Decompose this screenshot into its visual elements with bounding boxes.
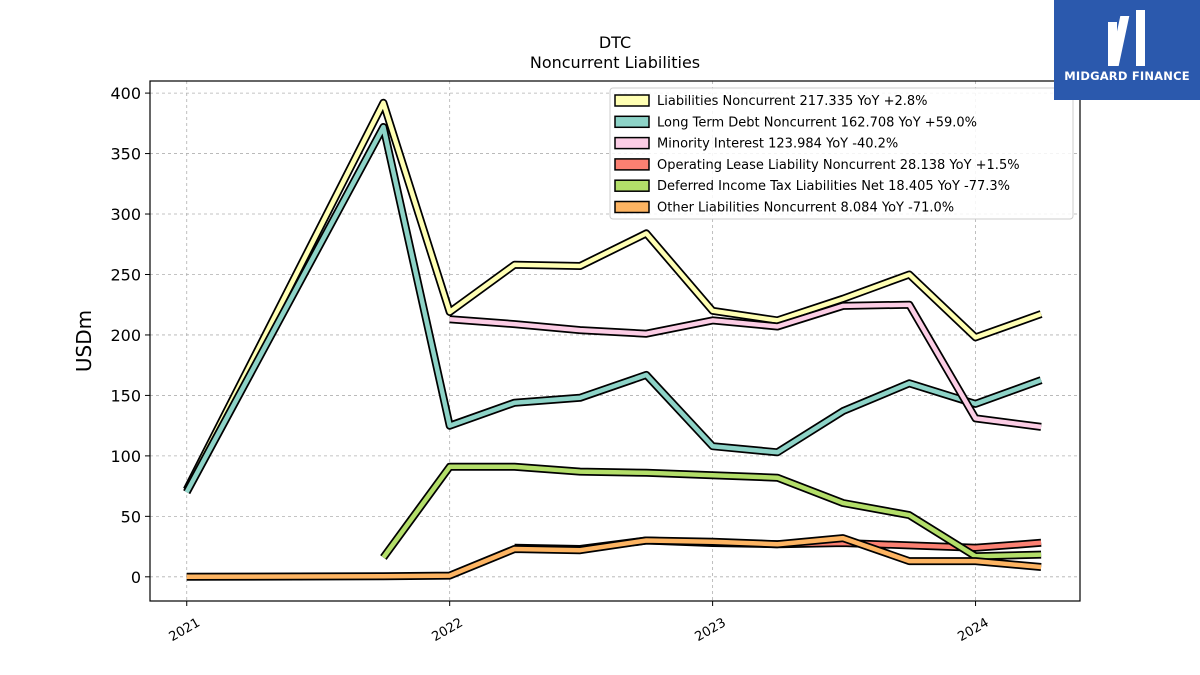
series-lines xyxy=(183,98,1043,581)
chart-title: DTC xyxy=(599,33,631,52)
series-line xyxy=(184,124,1042,494)
brand-logo: MIDGARD FINANCE xyxy=(1054,0,1200,100)
legend-swatch xyxy=(614,179,650,192)
legend-swatch xyxy=(614,94,650,107)
legend-swatch xyxy=(614,115,650,129)
y-tick-label: 400 xyxy=(110,84,141,103)
series-line xyxy=(186,535,1042,580)
series-line xyxy=(449,302,1042,430)
y-tick-label: 50 xyxy=(121,507,141,526)
x-tick-label: 2021 xyxy=(167,615,203,645)
legend-label: Operating Lease Liability Noncurrent 28.… xyxy=(657,158,1020,173)
y-tick-label: 100 xyxy=(110,447,141,466)
x-tick-label: 2024 xyxy=(955,615,991,645)
legend-label: Liabilities Noncurrent 217.335 YoY +2.8% xyxy=(657,94,928,109)
y-tick-label: 350 xyxy=(110,145,141,164)
y-tick-label: 150 xyxy=(110,386,141,405)
y-tick-label: 200 xyxy=(110,326,141,345)
brand-name: MIDGARD FINANCE xyxy=(1064,69,1190,83)
legend-label: Deferred Income Tax Liabilities Net 18.4… xyxy=(657,179,1010,194)
chart-subtitle: Noncurrent Liabilities xyxy=(530,53,700,72)
legend-swatch xyxy=(614,136,650,150)
x-tick-label: 2022 xyxy=(430,615,466,645)
y-axis-ticks: 0 50 100 150 200 250 300 350 400 xyxy=(110,84,150,587)
y-axis-label: USDm xyxy=(72,310,96,372)
y-tick-label: 0 xyxy=(131,568,141,587)
legend-label: Minority Interest 123.984 YoY -40.2% xyxy=(657,137,898,152)
legend: Liabilities Noncurrent 217.335 YoY +2.8%… xyxy=(609,87,1074,220)
legend-box xyxy=(609,87,1074,220)
series-line xyxy=(381,464,1042,559)
legend-label: Long Term Debt Noncurrent 162.708 YoY +5… xyxy=(657,115,977,130)
legend-label: Other Liabilities Noncurrent 8.084 YoY -… xyxy=(657,201,954,216)
legend-swatch xyxy=(614,200,650,214)
y-tick-label: 250 xyxy=(110,265,141,284)
x-tick-label: 2023 xyxy=(692,615,728,645)
x-axis-ticks: 2021 2022 2023 2024 xyxy=(167,601,992,645)
legend-swatch xyxy=(614,158,650,171)
y-tick-label: 300 xyxy=(110,205,141,224)
plot-frame xyxy=(149,80,1081,602)
series-line xyxy=(184,100,1042,491)
midgard-logo-icon xyxy=(1108,10,1145,66)
